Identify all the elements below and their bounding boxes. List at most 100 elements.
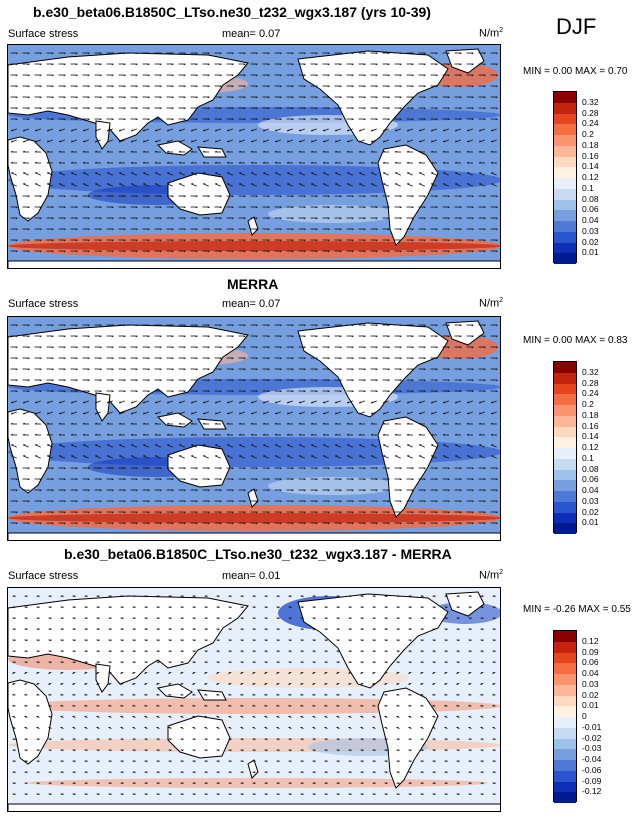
wind-vector bbox=[47, 183, 53, 187]
wind-vector bbox=[299, 444, 305, 448]
vector-head bbox=[423, 379, 426, 382]
vector-head bbox=[430, 129, 433, 132]
wind-vector bbox=[155, 183, 161, 187]
colorbar-swatch bbox=[554, 448, 576, 459]
vector-head bbox=[231, 390, 234, 393]
vector-head bbox=[49, 782, 52, 785]
vector-head bbox=[361, 793, 364, 796]
vector-head bbox=[447, 379, 450, 382]
vector-head bbox=[409, 628, 412, 631]
wind-vector bbox=[263, 400, 269, 404]
vector-head bbox=[387, 74, 390, 77]
vector-head bbox=[493, 749, 496, 752]
vector-head bbox=[493, 639, 496, 642]
colorbar-swatch bbox=[554, 124, 576, 135]
vector-head bbox=[123, 250, 126, 253]
wind-vector bbox=[143, 455, 149, 459]
colorbar-swatch bbox=[554, 749, 576, 760]
colorbar-swatch bbox=[554, 684, 576, 696]
vector-head bbox=[219, 467, 222, 470]
vector-head bbox=[339, 500, 342, 503]
vector-head bbox=[133, 595, 136, 598]
vector-head bbox=[178, 129, 181, 132]
vector-head bbox=[193, 606, 196, 609]
vector-head bbox=[171, 335, 174, 338]
vector-head bbox=[22, 422, 25, 425]
vector-head bbox=[13, 639, 16, 642]
vector-head bbox=[375, 489, 378, 492]
vector-head bbox=[39, 346, 42, 349]
vector-head bbox=[75, 357, 78, 360]
vector-head bbox=[313, 749, 316, 752]
vector-head bbox=[118, 401, 121, 404]
vector-head bbox=[418, 150, 421, 153]
vector-head bbox=[409, 639, 412, 642]
vector-head bbox=[75, 96, 78, 99]
wind-vector bbox=[71, 128, 77, 132]
vector-head bbox=[310, 401, 313, 404]
wind-vector bbox=[251, 400, 257, 404]
vector-head bbox=[135, 228, 138, 231]
wind-vector bbox=[119, 183, 125, 187]
vector-head bbox=[87, 195, 90, 198]
vector-head bbox=[181, 617, 184, 620]
vector-head bbox=[147, 52, 150, 55]
wind-vector bbox=[167, 455, 173, 459]
vector-head bbox=[39, 195, 42, 198]
vector-head bbox=[265, 793, 268, 796]
vector-head bbox=[73, 760, 76, 763]
vector-head bbox=[349, 606, 352, 609]
vector-head bbox=[241, 661, 244, 664]
vector-head bbox=[445, 628, 448, 631]
vector-head bbox=[219, 195, 222, 198]
vector-head bbox=[289, 760, 292, 763]
vector-head bbox=[339, 206, 342, 209]
vector-head bbox=[13, 749, 16, 752]
vector-head bbox=[301, 738, 304, 741]
vector-head bbox=[409, 650, 412, 653]
vector-head bbox=[459, 250, 462, 253]
vector-head bbox=[205, 793, 208, 796]
vector-head bbox=[111, 107, 114, 110]
wind-vector bbox=[155, 139, 161, 143]
vector-head bbox=[382, 401, 385, 404]
vector-head bbox=[387, 85, 390, 88]
wind-vector bbox=[491, 139, 497, 143]
vector-head bbox=[303, 379, 306, 382]
wind-vector bbox=[143, 172, 149, 176]
vector-head bbox=[274, 140, 277, 143]
vector-head bbox=[75, 335, 78, 338]
vector-head bbox=[48, 693, 51, 696]
vector-head bbox=[397, 793, 400, 796]
vector-head bbox=[313, 639, 316, 642]
vector-head bbox=[396, 704, 399, 707]
vector-head bbox=[399, 217, 402, 220]
vector-head bbox=[70, 412, 73, 415]
wind-vector bbox=[167, 411, 173, 415]
vector-head bbox=[252, 671, 255, 674]
vector-head bbox=[346, 129, 349, 132]
vector-head bbox=[183, 217, 186, 220]
vector-head bbox=[180, 693, 183, 696]
vector-head bbox=[291, 195, 294, 198]
vector-head bbox=[25, 760, 28, 763]
vector-head bbox=[406, 422, 409, 425]
vector-head bbox=[399, 195, 402, 198]
vector-head bbox=[147, 346, 150, 349]
wind-vector bbox=[263, 128, 269, 132]
wind-vector bbox=[335, 172, 341, 176]
vector-head bbox=[183, 52, 186, 55]
vector-head bbox=[351, 511, 354, 514]
wind-vector bbox=[323, 400, 329, 404]
vector-head bbox=[291, 335, 294, 338]
vector-head bbox=[207, 85, 210, 88]
vector-head bbox=[430, 161, 433, 164]
vector-head bbox=[123, 195, 126, 198]
wind-vector bbox=[467, 172, 473, 176]
vector-head bbox=[387, 511, 390, 514]
vector-head bbox=[433, 661, 436, 664]
vector-head bbox=[339, 511, 342, 514]
vector-head bbox=[265, 628, 268, 631]
vector-head bbox=[421, 782, 424, 785]
vector-head bbox=[327, 368, 330, 371]
